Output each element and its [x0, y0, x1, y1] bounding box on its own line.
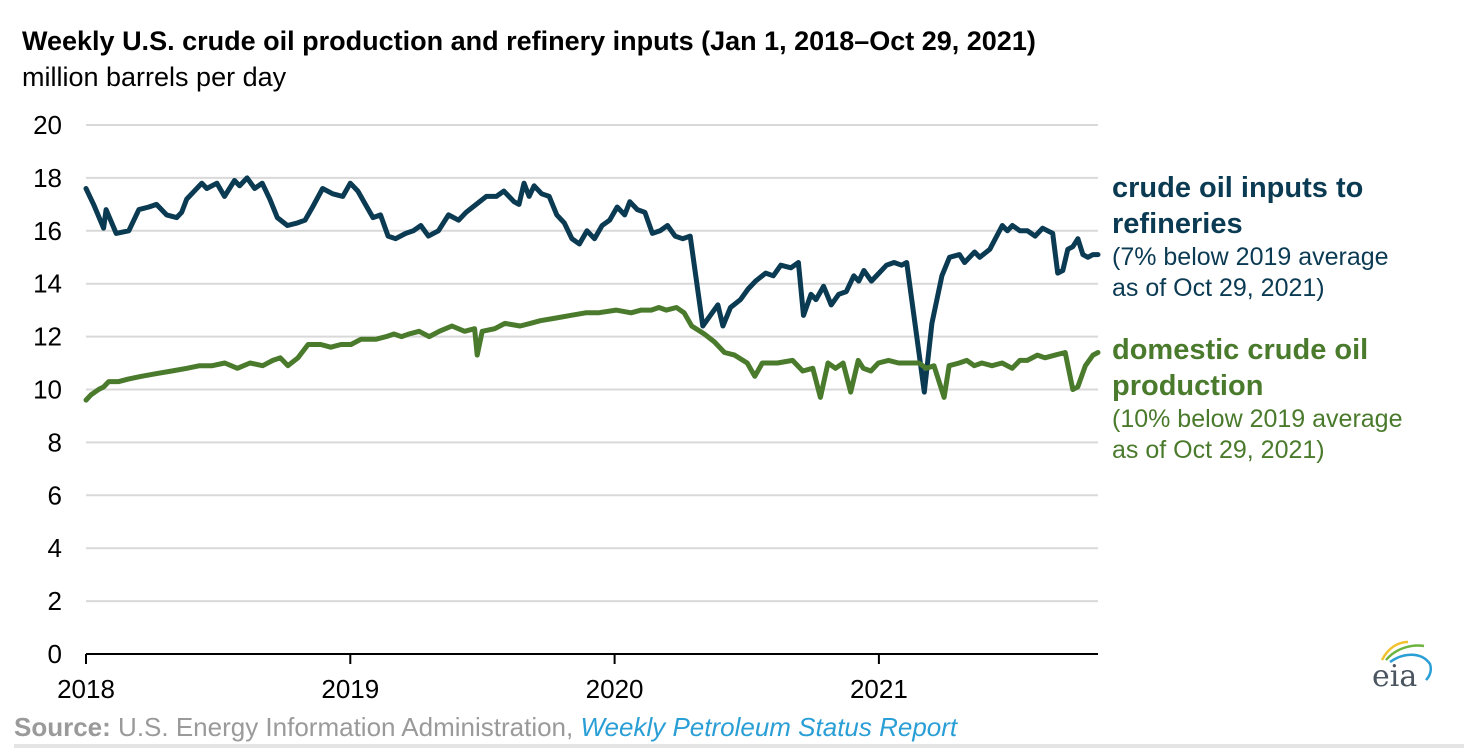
eia-logo-icon: eia	[1372, 640, 1433, 692]
chart-subtitle: million barrels per day	[22, 62, 287, 92]
y-tick-label: 2	[48, 586, 62, 616]
refinery-label-line-1: crude oil inputs to	[1112, 172, 1364, 204]
y-tick-label: 0	[48, 639, 62, 669]
source-note: Source: U.S. Energy Information Administ…	[14, 712, 957, 743]
y-tick-label: 16	[33, 216, 62, 246]
production-label-line-1: domestic crude oil	[1112, 334, 1369, 366]
production-label-line-2: production	[1112, 370, 1264, 402]
y-tick-label: 20	[33, 110, 62, 140]
series-lines	[83, 175, 1101, 403]
x-tick-label: 2021	[850, 674, 908, 704]
refinery-note-line-1: (7% below 2019 average	[1112, 243, 1389, 271]
source-link[interactable]: Weekly Petroleum Status Report	[580, 712, 958, 742]
x-axis: 2018 2019 2020 2021	[57, 653, 1098, 704]
chart-title: Weekly U.S. crude oil production and ref…	[22, 26, 1036, 56]
y-tick-label: 18	[33, 163, 62, 193]
refinery-series-label: crude oil inputs to refineries (7% below…	[1112, 170, 1389, 304]
gridlines	[86, 124, 1098, 603]
x-tick-label: 2019	[321, 674, 379, 704]
y-tick-label: 4	[48, 533, 62, 563]
eia-logo-text: eia	[1372, 659, 1417, 692]
source-text: U.S. Energy Information Administration,	[110, 712, 581, 742]
x-tick-label: 2020	[586, 674, 644, 704]
footer-divider	[14, 744, 1464, 748]
y-tick-label: 14	[33, 269, 62, 299]
y-tick-label: 12	[33, 322, 62, 352]
refinery-inputs-line	[83, 175, 1101, 395]
source-prefix: Source:	[14, 712, 111, 742]
refinery-note-line-2: as of Oct 29, 2021)	[1112, 274, 1325, 302]
refinery-label-line-2: refineries	[1112, 208, 1243, 240]
y-tick-label: 10	[33, 375, 62, 405]
x-tick-label: 2018	[57, 674, 115, 704]
production-note-line-1: (10% below 2019 average	[1112, 405, 1403, 433]
production-line	[83, 305, 1101, 403]
production-note-line-2: as of Oct 29, 2021)	[1112, 436, 1325, 464]
production-series-label: domestic crude oil production (10% below…	[1112, 332, 1402, 466]
y-axis-ticks: 0 2 4 6 8 10 12 14 16 18 20	[33, 110, 62, 669]
y-tick-label: 6	[48, 480, 62, 510]
y-tick-label: 8	[48, 427, 62, 457]
